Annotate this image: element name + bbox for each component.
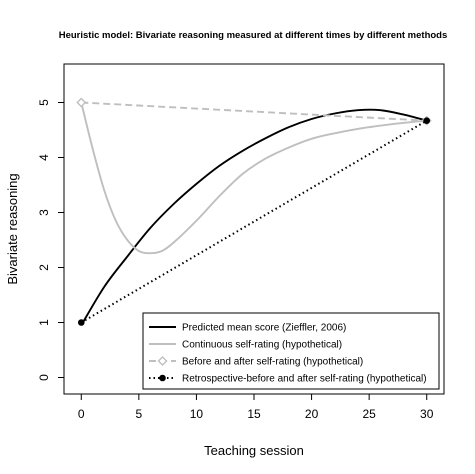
x-tick-label: 30 — [420, 407, 434, 421]
y-tick-label: 3 — [37, 209, 51, 216]
series-line-before-after-self-rating — [81, 101, 427, 122]
x-tick-label: 0 — [78, 407, 85, 421]
legend-marker-diamond — [157, 356, 168, 366]
x-tick-label: 15 — [247, 407, 261, 421]
legend-marker-dot — [159, 374, 166, 382]
legend-box — [142, 312, 440, 390]
series-line-retrospective-self-rating — [80, 119, 428, 324]
legend-label-before-after-self-rating: Before and after self-rating (hypothetic… — [182, 357, 363, 368]
x-axis-label: Teaching session — [204, 443, 304, 458]
y-tick-label: 0 — [37, 374, 51, 381]
series-layer — [76, 97, 432, 326]
y-tick-label: 4 — [37, 154, 51, 161]
legend-label-continuous-self-rating: Continuous self-rating (hypothetical) — [182, 340, 342, 351]
chart-title: Heuristic model: Bivariate reasoning mea… — [59, 30, 448, 41]
x-tick-label: 20 — [305, 407, 319, 421]
series-marker-diamond — [76, 97, 87, 108]
x-tick-label: 10 — [190, 407, 204, 421]
series-line-predicted-mean-score — [80, 108, 427, 326]
series-line-continuous-self-rating — [80, 102, 427, 255]
legend: Predicted mean score (Zieffler, 2006) Con… — [142, 312, 440, 390]
x-axis: 0 5 10 15 20 25 30 — [78, 394, 434, 421]
legend-label-predicted-mean-score: Predicted mean score (Zieffler, 2006) — [182, 323, 346, 334]
y-tick-label: 2 — [37, 264, 51, 271]
legend-label-retrospective-self-rating: Retrospective-before and after self-rati… — [182, 374, 427, 385]
y-tick-label: 1 — [37, 319, 51, 326]
y-axis-label: Bivariate reasoning — [5, 173, 20, 284]
y-axis: 0 1 2 3 4 5 — [37, 99, 64, 381]
x-tick-label: 5 — [136, 407, 143, 421]
series-marker-dot — [423, 117, 431, 124]
series-marker-dot — [77, 319, 85, 326]
y-tick-label: 5 — [37, 99, 51, 106]
x-tick-label: 25 — [362, 407, 376, 421]
